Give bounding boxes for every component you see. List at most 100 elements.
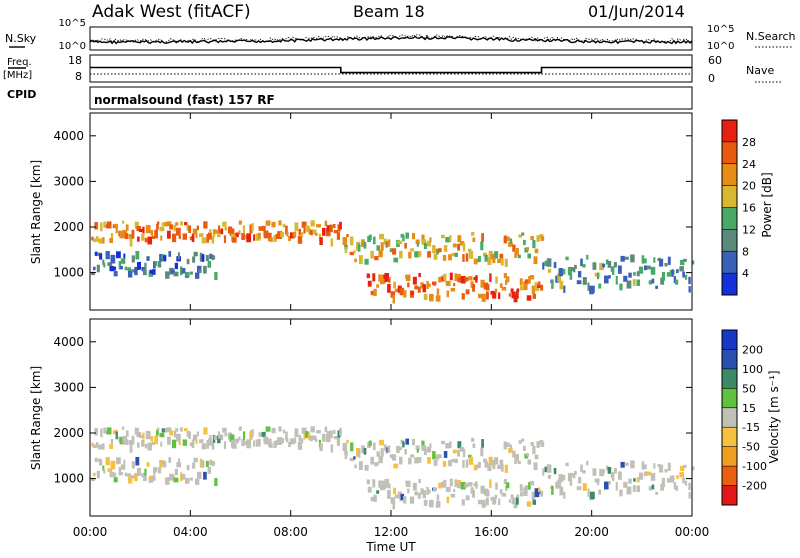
- power-echo-cell: [433, 281, 436, 286]
- power-echo-cell: [149, 269, 154, 274]
- velocity-echo-cell: [563, 491, 566, 499]
- power-echo-cell: [546, 258, 552, 267]
- velocity-echo-cell: [495, 482, 498, 490]
- velocity-echo-cell: [436, 494, 440, 501]
- velocity-echo-cell: [212, 461, 216, 466]
- power-echo-cell: [399, 250, 403, 259]
- velocity-echo-cell: [249, 430, 252, 440]
- power-echo-cell: [675, 279, 679, 285]
- power-echo-cell: [411, 232, 416, 240]
- velocity-echo-cell: [157, 467, 162, 474]
- power-echo-cell: [540, 236, 545, 241]
- power-echo-cell: [136, 236, 140, 242]
- freq-tick-bottom: 8: [75, 70, 82, 83]
- velocity-echo-cell: [258, 432, 262, 437]
- velocity-echo-cell: [217, 435, 221, 444]
- power-echo-cell: [608, 275, 611, 279]
- velocity-echo-cell: [532, 445, 536, 455]
- power-echo-cell: [534, 282, 540, 292]
- velocity-echo-cell: [199, 439, 203, 444]
- velocity-echo-cell: [630, 460, 635, 469]
- power-echo-cell: [98, 238, 104, 244]
- power-echo-cell: [562, 268, 566, 275]
- velocity-echo-cell: [462, 448, 466, 458]
- velocity-echo-cell: [370, 496, 375, 502]
- y-tick-label: 2000: [53, 220, 84, 234]
- frequency-trace: [90, 66, 692, 74]
- time-axis: 00:00 04:00 08:00 12:00 16:00 20:00 00:00: [73, 113, 709, 539]
- power-echo-cell: [503, 272, 507, 279]
- power-echo-cell: [171, 233, 177, 243]
- velocity-echo-cell: [173, 477, 179, 483]
- velocity-echo-cell: [494, 457, 499, 465]
- velocity-echo-cell: [152, 475, 156, 481]
- power-echo-cell: [285, 225, 288, 235]
- velocity-echo-cell: [136, 442, 140, 448]
- power-echo-cell: [432, 245, 436, 254]
- power-echo-cell: [490, 253, 496, 260]
- power-echo-cell: [358, 255, 363, 264]
- power-echo-cell: [361, 239, 365, 248]
- power-echo-cell: [632, 279, 636, 286]
- power-echo-cell: [161, 222, 166, 227]
- velocity-echo-cell: [333, 435, 339, 440]
- velocity-echo-cell: [379, 439, 384, 446]
- power-echo-cell: [465, 253, 469, 262]
- velocity-echo-cell: [531, 491, 536, 501]
- power-echo-cell: [480, 241, 484, 251]
- velocity-echo-cell: [488, 456, 493, 466]
- velocity-echo-cell: [100, 428, 103, 438]
- power-echo-cell: [378, 274, 382, 282]
- power-echo-cell: [213, 229, 218, 234]
- power-echo-cell: [316, 224, 321, 228]
- noise-search-trace: [89, 33, 693, 44]
- velocity-echo-cell: [131, 461, 135, 469]
- velocity-echo-cell: [91, 477, 95, 482]
- velocity-echo-cell: [540, 442, 545, 447]
- velocity-echo-cell: [433, 487, 436, 492]
- power-echo-cell: [527, 253, 532, 259]
- velocity-echo-cell: [175, 428, 179, 432]
- velocity-echo-cell: [124, 472, 128, 477]
- power-echo-cell: [468, 276, 473, 281]
- velocity-echo-cell: [138, 435, 144, 439]
- power-echo-cell: [182, 233, 188, 240]
- velocity-echo-cell: [333, 429, 336, 435]
- velocity-echo-cell: [457, 483, 463, 489]
- velocity-echo-cell: [188, 431, 192, 440]
- velocity-echo-cell: [557, 479, 562, 488]
- power-echo-cell: [644, 265, 648, 271]
- velocity-echo-cell: [354, 464, 357, 469]
- power-echo-cell: [536, 235, 540, 242]
- velocity-echo-cell: [633, 478, 636, 482]
- power-echo-cell: [576, 280, 582, 285]
- power-echo-cell: [475, 275, 478, 283]
- velocity-echo-cell: [432, 451, 436, 460]
- power-echo-cell: [128, 234, 132, 239]
- velocity-echo-cell: [198, 475, 201, 479]
- velocity-echo-cell: [124, 439, 129, 446]
- power-echo-cell: [333, 223, 336, 229]
- power-echo-cell: [513, 294, 518, 303]
- power-echo-cell: [497, 292, 501, 300]
- freq-label-1: Freq.: [7, 57, 32, 68]
- velocity-echo-cell: [184, 428, 188, 432]
- velocity-colorbar-segment: [722, 485, 737, 506]
- velocity-echo-cell: [378, 456, 383, 464]
- power-echo-cell: [390, 291, 396, 298]
- velocity-echo-cell: [387, 445, 391, 453]
- velocity-echo-cell: [325, 433, 331, 443]
- velocity-echo-cell: [451, 458, 456, 463]
- velocity-echo-cell: [106, 427, 112, 435]
- velocity-echo-cell: [651, 484, 655, 490]
- velocity-echo-cell: [178, 441, 181, 445]
- velocity-echo-cell: [336, 438, 341, 446]
- power-echo-cell: [651, 278, 655, 284]
- power-echo-cell: [251, 223, 254, 231]
- velocity-echo-cell: [372, 479, 376, 488]
- velocity-echo-cell: [257, 438, 261, 445]
- velocity-echo-cell: [410, 454, 415, 458]
- power-echo-cell: [660, 277, 665, 285]
- velocity-echo-cell: [661, 477, 665, 487]
- power-echo-cell: [682, 271, 685, 278]
